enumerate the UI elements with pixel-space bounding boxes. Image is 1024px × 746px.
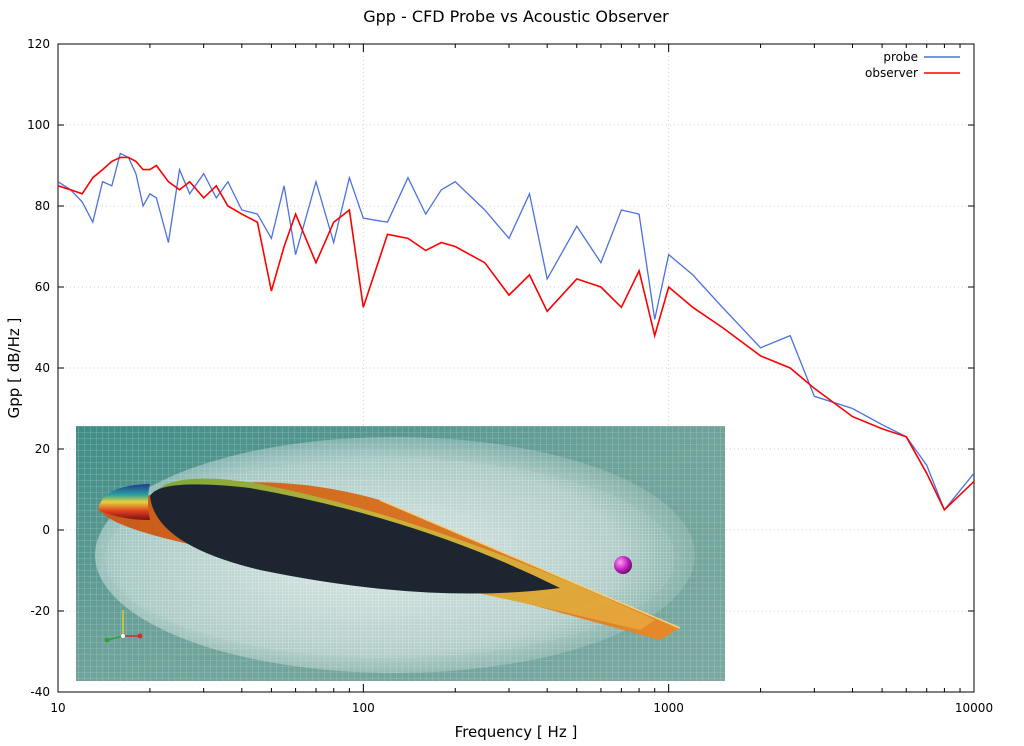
x-tick-label: 10 [50,701,65,715]
y-tick-label: 40 [35,361,50,375]
y-tick-label: 0 [42,523,50,537]
y-tick-label: 60 [35,280,50,294]
y-tick-label: -20 [30,604,50,618]
cfd-inset-image [76,426,725,681]
y-tick-label: 20 [35,442,50,456]
series-line-probe [58,152,974,512]
x-tick-label: 100 [352,701,375,715]
y-tick-label: 120 [27,37,50,51]
y-axis-title: Gpp [ dB/Hz ] [5,318,23,419]
axis-ticks: -40 -20 0 20 40 60 80 100 120 10 100 1000 10000 [27,37,993,715]
y-tick-label: 100 [27,118,50,132]
legend: probe observer [865,50,960,80]
x-tick-label: 1000 [653,701,684,715]
observer-point-icon [614,556,632,574]
x-axis-title: Frequency [ Hz ] [455,723,578,741]
series-line-observer [58,156,974,512]
legend-label-observer: observer [865,66,918,80]
y-tick-label: -40 [30,685,50,699]
series-area [58,152,974,512]
axes-triad-icon [104,610,143,643]
legend-label-probe: probe [883,50,918,64]
x-tick-label: 10000 [955,701,993,715]
chart-title: Gpp - CFD Probe vs Acoustic Observer [363,7,669,26]
y-tick-label: 80 [35,199,50,213]
